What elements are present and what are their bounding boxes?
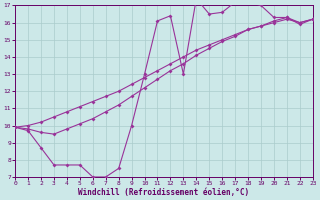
- X-axis label: Windchill (Refroidissement éolien,°C): Windchill (Refroidissement éolien,°C): [78, 188, 250, 197]
